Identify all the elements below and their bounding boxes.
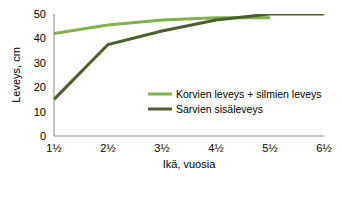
svg-text:1½: 1½ — [46, 142, 61, 154]
html-text:Korvien leveys + silmien levey: Korvien leveys + silmien leveys — [176, 88, 322, 100]
svg-text:3½: 3½ — [154, 142, 169, 154]
svg-text:50: 50 — [34, 8, 46, 20]
svg-text:40: 40 — [34, 32, 46, 44]
svg-text:4½: 4½ — [208, 142, 223, 154]
html-text:Sarvien sisäleveys: Sarvien sisäleveys — [176, 103, 263, 115]
svg-text:0: 0 — [40, 130, 46, 142]
svg-text:20: 20 — [34, 81, 46, 93]
svg-text:30: 30 — [34, 57, 46, 69]
svg-text:10: 10 — [34, 106, 46, 118]
svg-text:6½: 6½ — [316, 142, 331, 154]
svg-text:5½: 5½ — [262, 142, 277, 154]
svg-text:Leveys, cm: Leveys, cm — [10, 47, 22, 103]
svg-text:2½: 2½ — [100, 142, 115, 154]
svg-text:Ikä, vuosia: Ikä, vuosia — [163, 158, 216, 170]
